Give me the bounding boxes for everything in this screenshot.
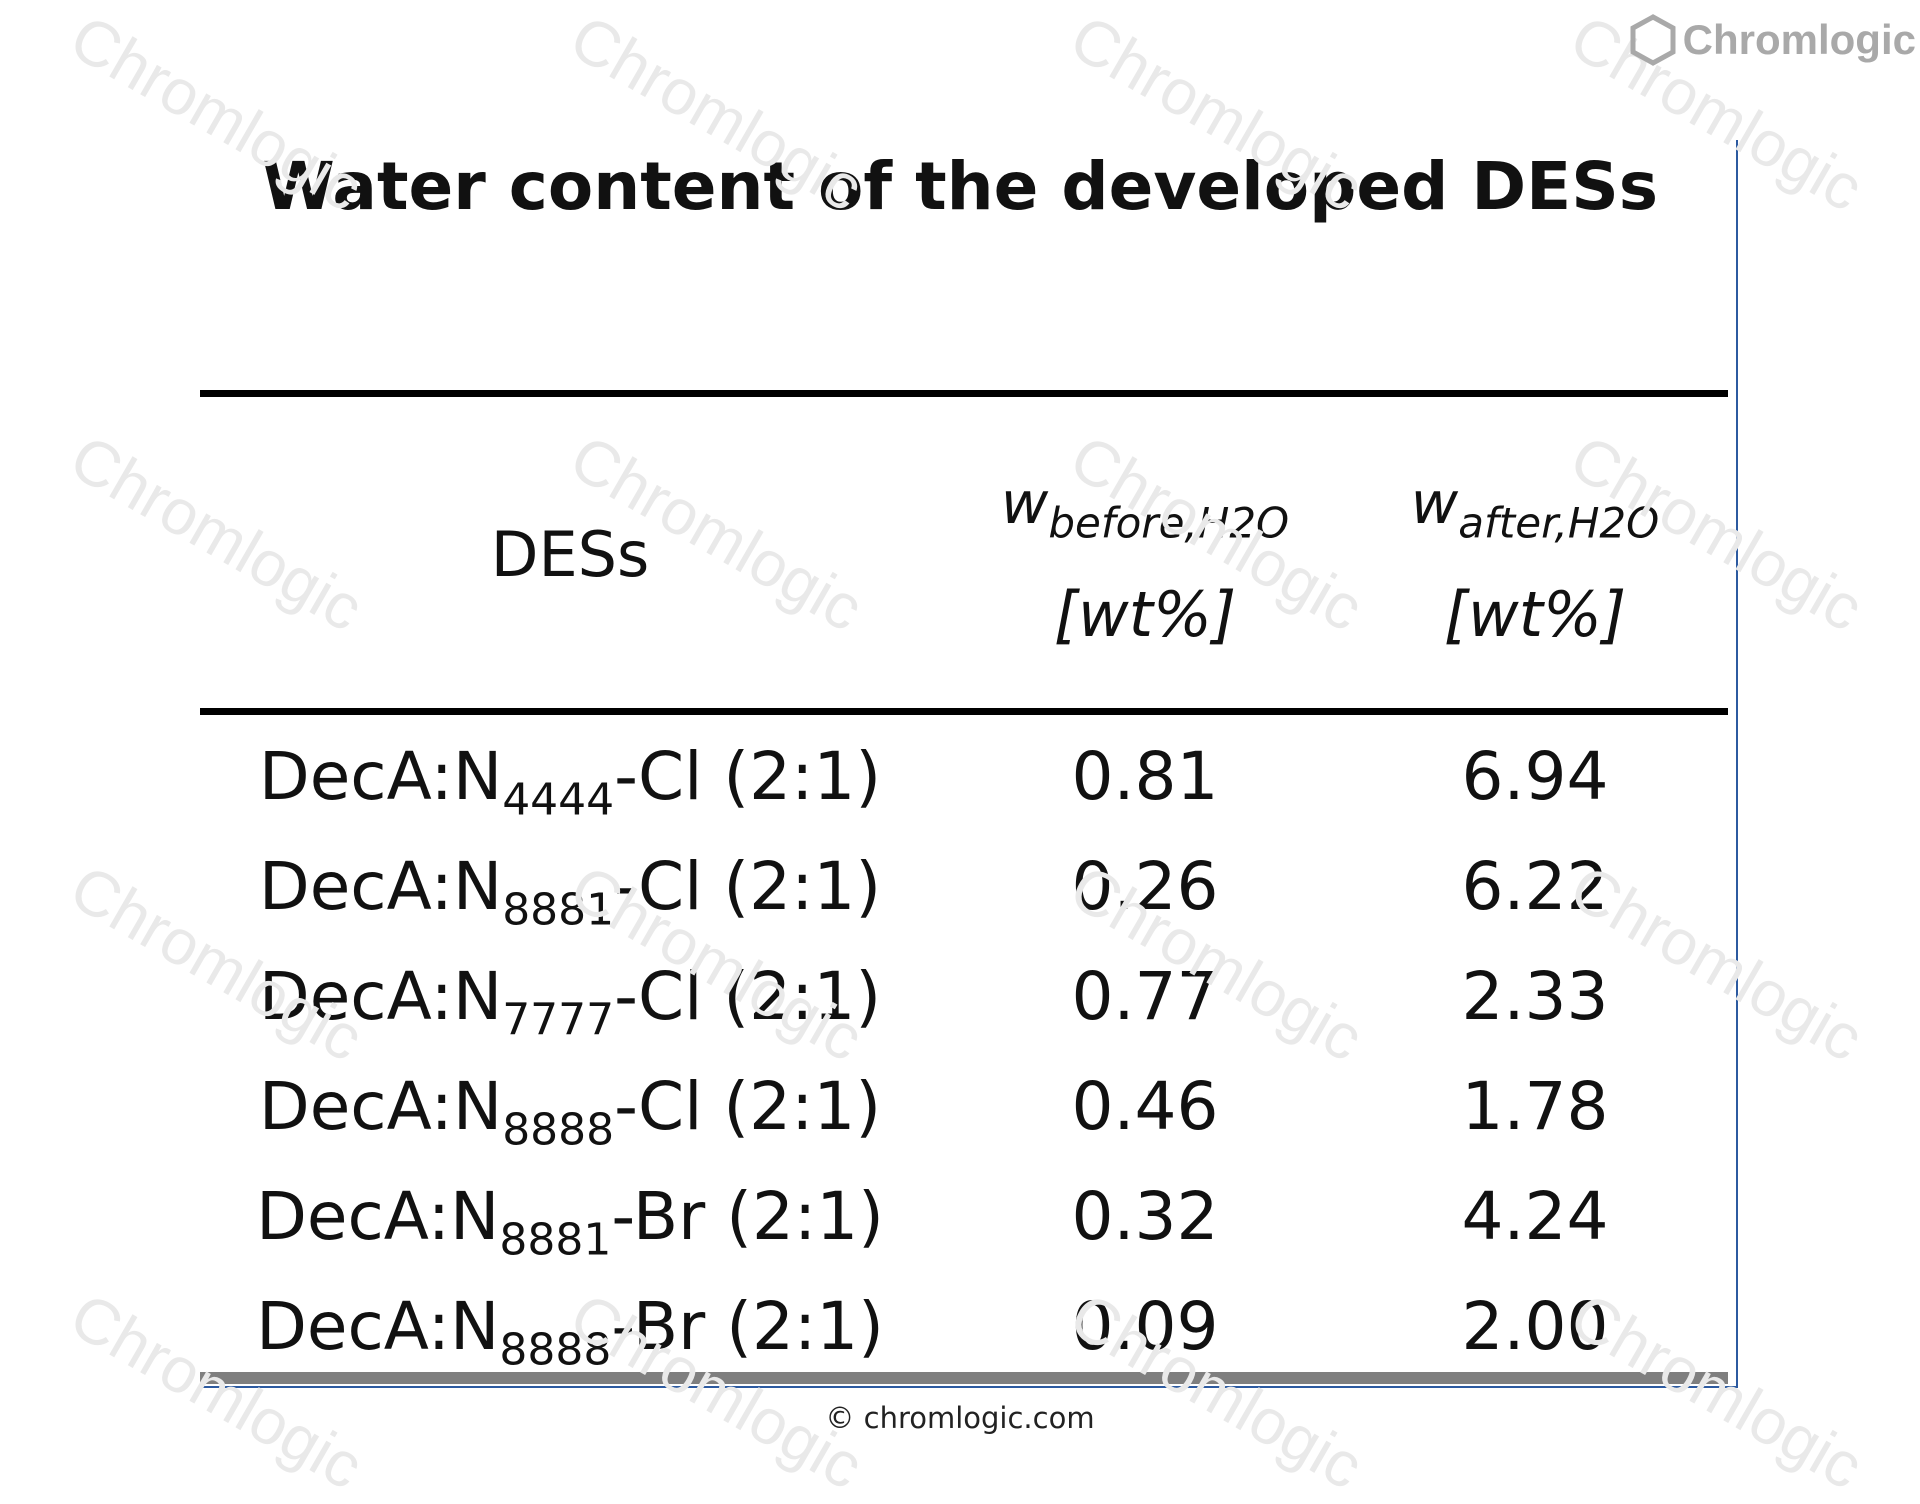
frame-bottom-border (198, 1386, 1738, 1388)
brand-logo-text: Chromlogic (1682, 16, 1916, 63)
table-row-des: DecA:N8888-Br (2:1) (200, 1294, 940, 1372)
des-suffix: -Br (2:1) (611, 1288, 884, 1365)
column-header-before-symbol: w (1000, 469, 1049, 537)
table-cell-after: 6.22 (1461, 848, 1609, 925)
des-name: DecA:N (256, 1178, 500, 1255)
table-cell-after: 4.24 (1461, 1178, 1609, 1255)
des-name: DecA:N (258, 1068, 503, 1145)
des-name: DecA:N (258, 848, 503, 925)
des-subscript: 8888 (502, 1104, 615, 1156)
des-subscript: 8881 (502, 884, 615, 936)
brand-logo: Chromlogic (1629, 14, 1916, 66)
hexagon-logo-icon (1629, 14, 1677, 66)
des-name: DecA:N (258, 958, 503, 1035)
des-name: DecA:N (258, 738, 503, 815)
page-title: Water content of the developed DESs (261, 148, 1659, 225)
table-row-des: DecA:N8881-Cl (2:1) (200, 854, 940, 932)
table-cell-after: 2.33 (1461, 958, 1609, 1035)
des-suffix: -Br (2:1) (611, 1178, 884, 1255)
column-header-after-symbol: w (1410, 469, 1459, 537)
column-header-before-unit: [wt%] (1053, 578, 1237, 651)
table-row-des: DecA:N4444-Cl (2:1) (200, 744, 940, 822)
table-row-des: DecA:N8881-Br (2:1) (200, 1184, 940, 1262)
table-cell-after: 1.78 (1461, 1068, 1609, 1145)
des-subscript: 8881 (499, 1214, 612, 1266)
table-cell-before: 0.81 (1071, 738, 1219, 815)
table-bottom-rule (200, 1372, 1728, 1384)
column-header-after-subscript: after,H2O (1458, 498, 1660, 548)
column-header-before-subscript: before,H2O (1048, 498, 1290, 548)
column-header-after-unit: [wt%] (1443, 578, 1627, 651)
column-header-after: wafter,H2O (1340, 474, 1730, 544)
frame-right-border (1736, 140, 1738, 1388)
des-suffix: -Cl (2:1) (614, 848, 882, 925)
table-header-rule (200, 708, 1728, 715)
des-suffix: -Cl (2:1) (614, 1068, 882, 1145)
des-subscript: 8888 (499, 1324, 612, 1376)
table-cell-after: 6.94 (1461, 738, 1609, 815)
des-subscript: 4444 (502, 774, 615, 826)
table-cell-before: 0.26 (1071, 848, 1219, 925)
table-cell-before: 0.32 (1071, 1178, 1219, 1255)
copyright-notice: © chromlogic.com (825, 1401, 1095, 1435)
table-top-rule (200, 390, 1728, 397)
table-row-des: DecA:N7777-Cl (2:1) (200, 964, 940, 1042)
des-suffix: -Cl (2:1) (614, 738, 882, 815)
table-cell-after: 2.00 (1461, 1288, 1609, 1365)
table-cell-before: 0.77 (1071, 958, 1219, 1035)
column-header-before: wbefore,H2O (960, 474, 1330, 544)
column-header-des: DESs (490, 518, 650, 591)
table-row-des: DecA:N8888-Cl (2:1) (200, 1074, 940, 1152)
des-suffix: -Cl (2:1) (614, 958, 882, 1035)
table-cell-before: 0.09 (1071, 1288, 1219, 1365)
des-subscript: 7777 (502, 994, 615, 1046)
table-cell-before: 0.46 (1071, 1068, 1219, 1145)
des-name: DecA:N (256, 1288, 500, 1365)
